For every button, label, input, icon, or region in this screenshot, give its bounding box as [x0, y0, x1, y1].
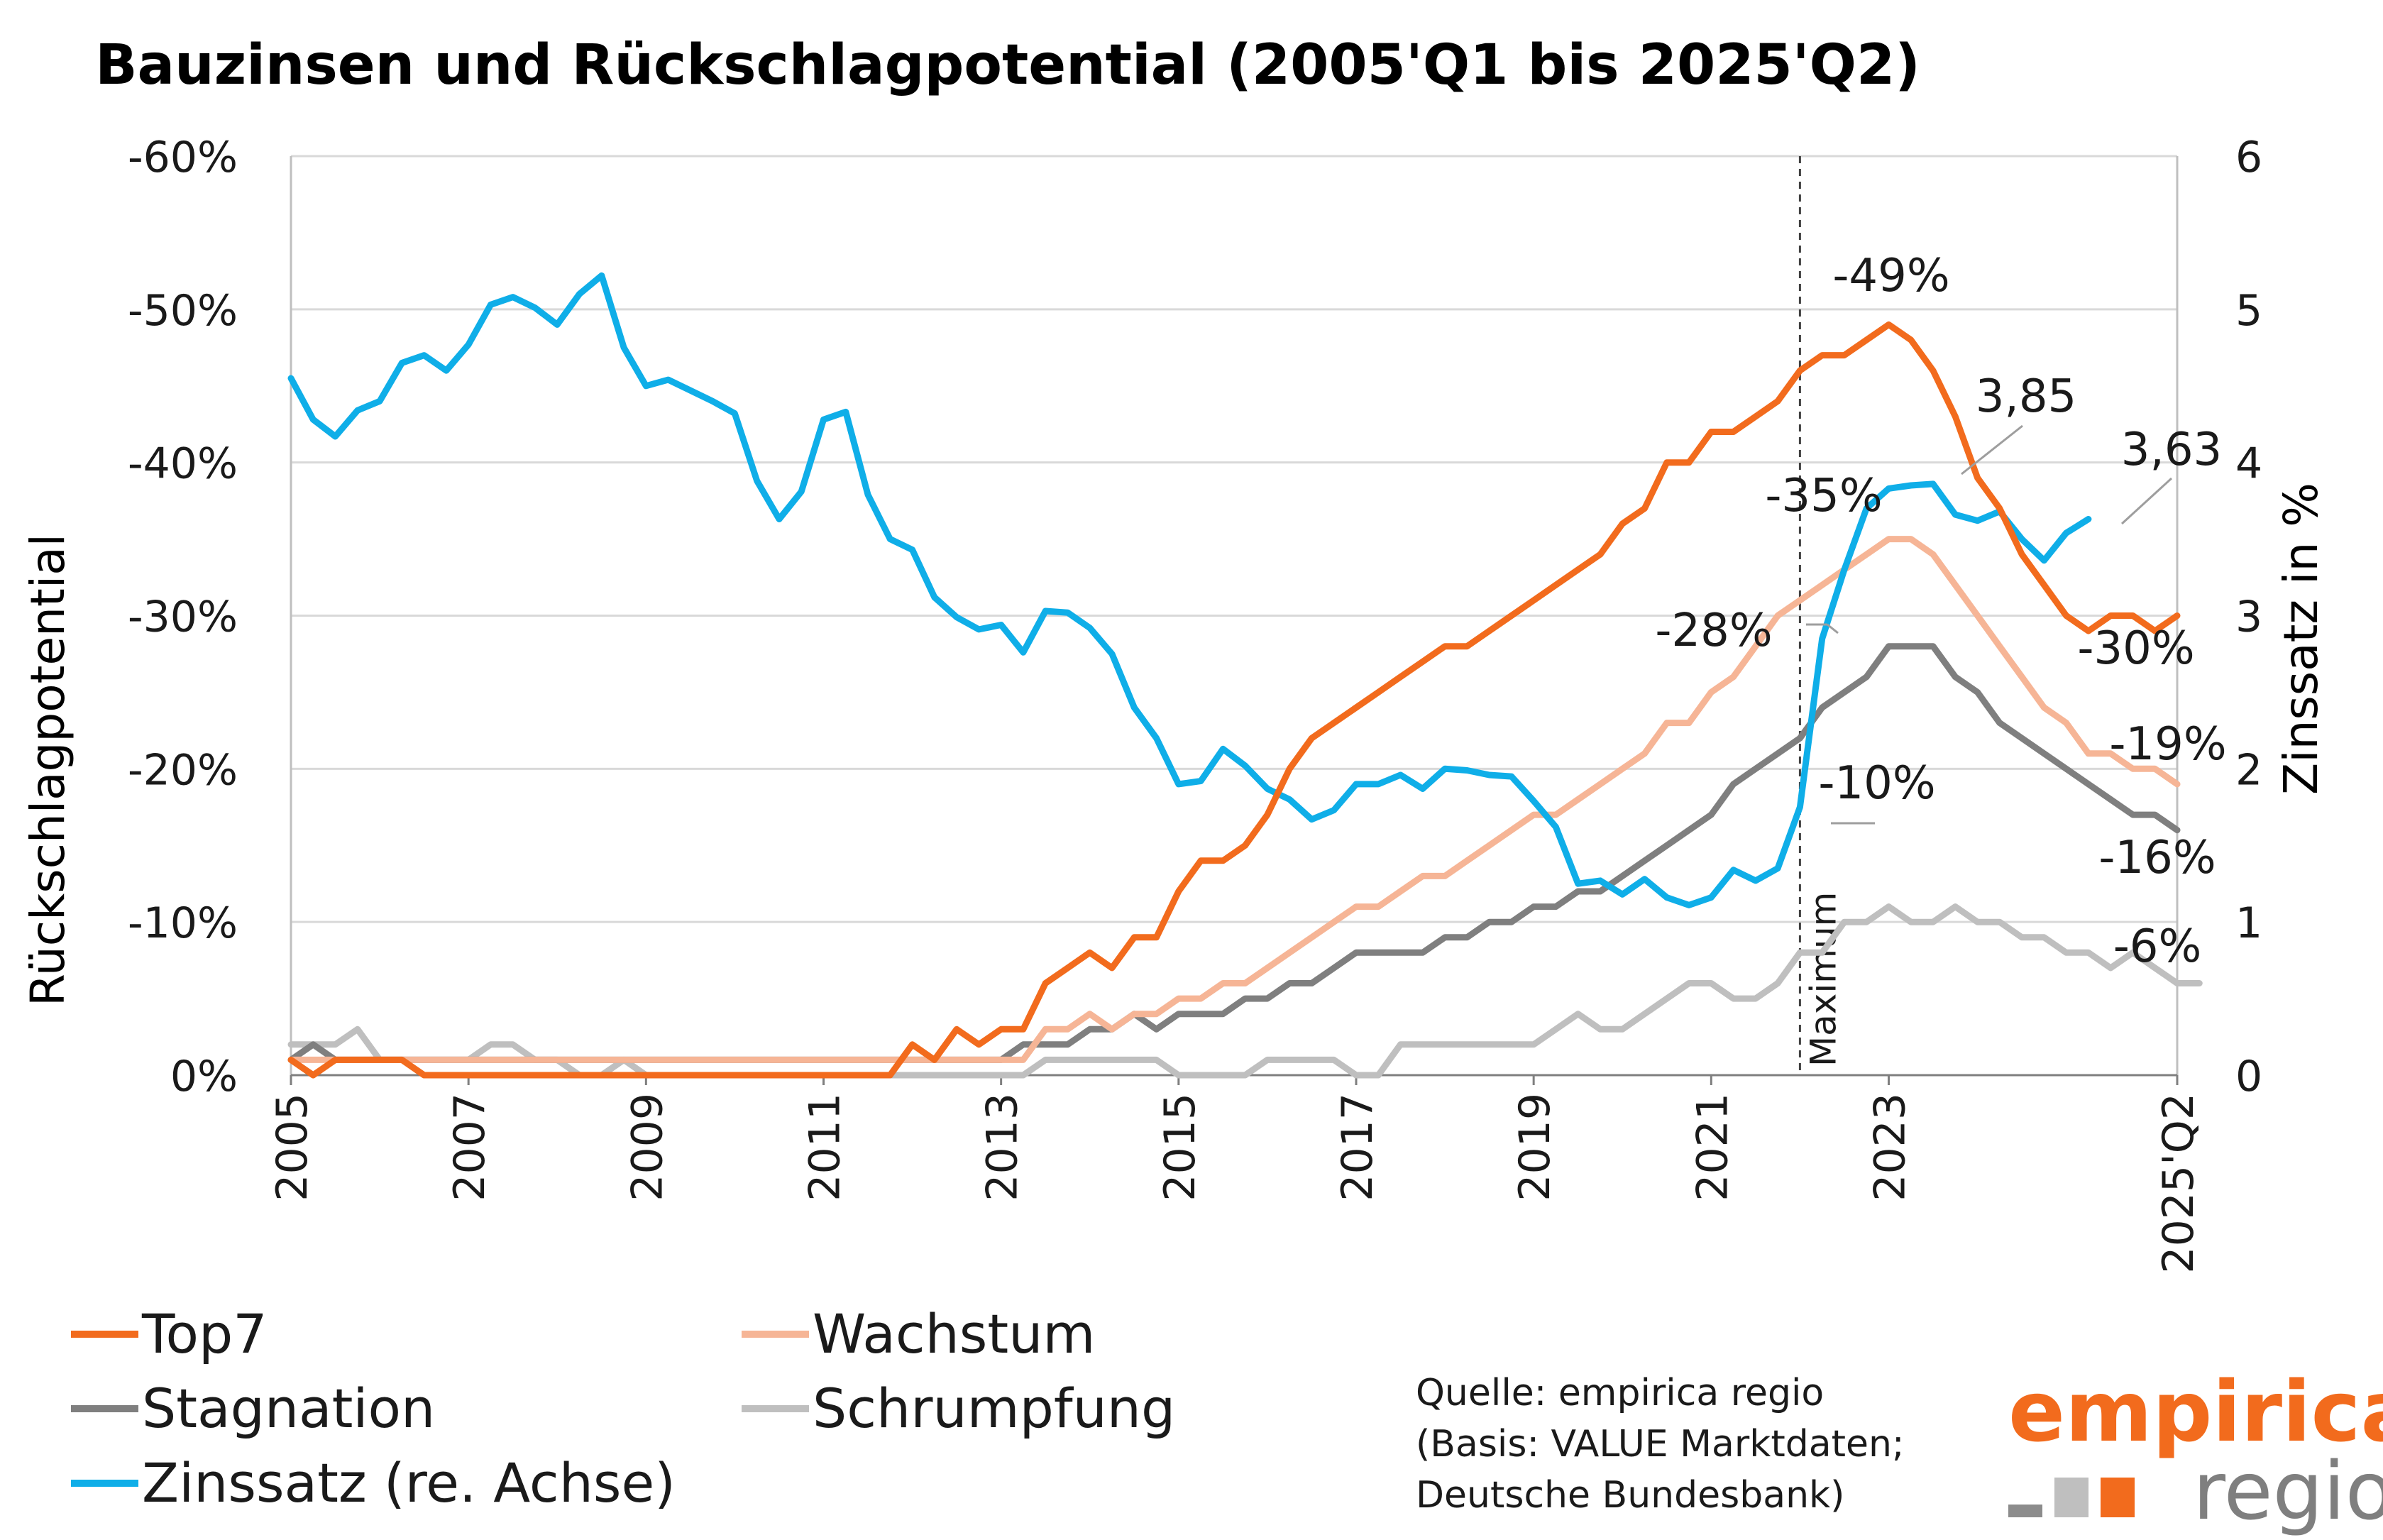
annotation-label: -6% [2113, 920, 2202, 973]
x-tick-label: 2021 [1688, 1093, 1737, 1201]
x-tick-label: 2023 [1865, 1093, 1915, 1201]
left-tick-label: -20% [128, 745, 238, 795]
annotation-label: -16% [2098, 832, 2216, 884]
annotations: -49% -35% -28% -10% 3,85 3,63 -30% -19% -16% -6% [1655, 250, 2226, 973]
left-axis-label: Rückschlagpotential [21, 534, 75, 1006]
legend-label-schrumpfung: Schrumpfung [813, 1377, 1175, 1440]
logo-word-regio: regio [2193, 1446, 2383, 1538]
left-tick-label: -60% [128, 133, 238, 182]
chart-title: Bauzinsen und Rückschlagpotential (2005'… [95, 33, 1920, 97]
logo-word-empirica: empirica [2008, 1363, 2383, 1461]
left-tick-label: -10% [128, 898, 238, 948]
left-tick-label: 0% [170, 1052, 238, 1101]
left-tick-label: -50% [128, 286, 238, 336]
source-note: Quelle: empirica regio (Basis: VALUE Mark… [1416, 1372, 1905, 1517]
annotation-label: -49% [1832, 250, 1949, 302]
maximum-label: Maximum [1803, 892, 1844, 1067]
logo-square-light [2054, 1478, 2088, 1517]
series-line-schrumpfung [287, 903, 2203, 1079]
source-line: (Basis: VALUE Marktdaten; [1416, 1423, 1905, 1465]
logo-square-orange [2101, 1478, 2135, 1517]
legend-label-stagnation: Stagnation [142, 1377, 435, 1440]
x-tick-label: 2017 [1333, 1093, 1382, 1201]
left-tick-label: -30% [128, 593, 238, 642]
annotation-leader [1827, 623, 1839, 634]
x-tick-label: 2007 [445, 1093, 495, 1201]
annotation-label: 3,85 [1976, 370, 2077, 423]
legend-label-top7: Top7 [141, 1302, 268, 1365]
maximum-marker: Maximum [1798, 156, 1844, 1075]
right-tick-label: 0 [2235, 1052, 2262, 1101]
source-line: Deutsche Bundesbank) [1416, 1474, 1844, 1517]
logo-square-grey [2008, 1505, 2042, 1517]
left-y-axis-ticks: 0% -10% -20% -30% -40% -50% -60% [128, 133, 238, 1101]
x-axis-ticks: 2005 2007 2009 2011 2013 2015 2017 2019 2021 2023… [268, 1075, 2203, 1274]
series-line-wachstum [287, 536, 2181, 1063]
source-line: Quelle: empirica regio [1416, 1372, 1824, 1414]
right-tick-label: 3 [2235, 593, 2262, 642]
x-tick-label: 2015 [1155, 1093, 1205, 1201]
series-line-top7 [287, 321, 2181, 1079]
annotation-leader [1961, 424, 2023, 475]
right-y-axis-ticks: 0 1 2 3 4 5 6 [2235, 133, 2262, 1101]
x-tick-label: 2019 [1510, 1093, 1560, 1201]
annotation-label: -28% [1655, 605, 1772, 657]
left-tick-label: -40% [128, 439, 238, 489]
x-tick-label: 2013 [978, 1093, 1028, 1201]
annotation-label: -35% [1765, 470, 1882, 522]
annotation-label: -19% [2109, 718, 2226, 771]
right-tick-label: 6 [2235, 133, 2262, 182]
empirica-regio-logo: empirica regio [2008, 1363, 2383, 1538]
annotation-label: -30% [2077, 622, 2194, 675]
right-tick-label: 4 [2235, 439, 2262, 489]
series-lines [287, 272, 2203, 1079]
x-tick-label: 2025'Q2 [2154, 1093, 2203, 1274]
right-tick-label: 2 [2235, 745, 2262, 795]
right-tick-label: 1 [2235, 898, 2262, 948]
series-line-zinssatz-re-achse [287, 272, 2092, 908]
annotation-label: 3,63 [2121, 424, 2223, 476]
right-tick-label: 5 [2235, 286, 2262, 336]
x-tick-label: 2005 [268, 1093, 317, 1201]
annotation-label: -10% [1818, 757, 1935, 810]
x-tick-label: 2009 [622, 1093, 672, 1201]
legend-label-wachstum: Wachstum [813, 1302, 1095, 1365]
annotation-leader [2120, 477, 2173, 525]
x-tick-label: 2011 [800, 1093, 849, 1201]
legend: Top7 Wachstum Stagnation Schrumpfung Zinssat… [71, 1302, 1175, 1514]
legend-label-zinssatz-re-achse: Zinssatz (re. Achse) [142, 1451, 676, 1514]
right-axis-label: Zinssatz in % [2274, 483, 2328, 795]
